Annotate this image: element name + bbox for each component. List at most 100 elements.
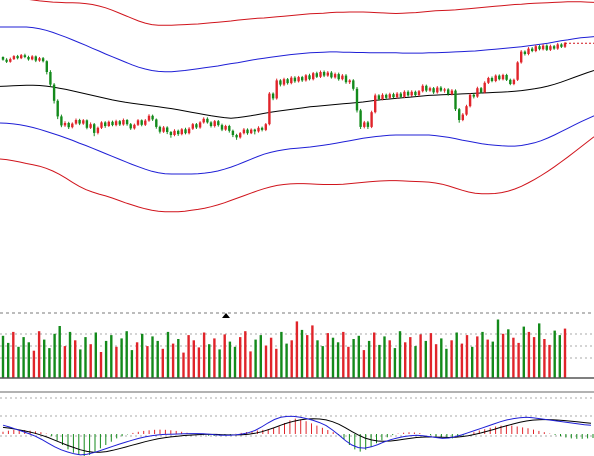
- candle-body: [136, 120, 140, 125]
- candle: [140, 119, 143, 127]
- candle-body: [312, 73, 315, 80]
- candle-body: [352, 80, 355, 89]
- volume-bar: [79, 349, 82, 378]
- scroll-up-arrow-icon[interactable]: [222, 313, 230, 318]
- candle-body: [322, 72, 326, 76]
- volume-bar: [68, 331, 72, 378]
- volume-bar: [342, 331, 345, 378]
- candle-body: [406, 91, 410, 96]
- volume-bar: [120, 338, 123, 378]
- candle: [516, 61, 519, 81]
- candle: [315, 71, 318, 78]
- candle-body: [541, 45, 545, 50]
- volume-bar: [27, 342, 30, 379]
- volume-bar: [110, 335, 113, 378]
- candle: [151, 114, 154, 121]
- candle: [93, 123, 96, 137]
- candle: [428, 86, 432, 92]
- candle-body: [177, 130, 180, 135]
- candle: [461, 113, 464, 122]
- candle-body: [337, 74, 340, 80]
- candle-body: [129, 124, 132, 129]
- candle-body: [173, 130, 176, 135]
- volume-bar: [197, 347, 201, 378]
- candle-body: [180, 129, 183, 135]
- volume-bar: [48, 348, 51, 378]
- volume-bar: [429, 333, 433, 378]
- candle: [257, 126, 260, 133]
- candle-body: [552, 46, 556, 49]
- volume-bar: [517, 342, 520, 378]
- candle: [560, 43, 563, 48]
- volume-bar: [63, 346, 67, 378]
- candle-body: [125, 120, 129, 125]
- volume-bar: [239, 337, 242, 378]
- candle: [239, 132, 242, 139]
- volume-bar: [146, 346, 149, 378]
- candle-body: [366, 122, 370, 127]
- candle: [96, 126, 100, 135]
- candle: [443, 87, 446, 93]
- candle-body: [52, 84, 56, 101]
- candle-body: [439, 87, 443, 91]
- volume-bar: [501, 333, 505, 378]
- candle-body: [355, 88, 359, 111]
- candle-body: [231, 130, 235, 135]
- volume-bar: [244, 331, 247, 378]
- volume-bar: [481, 331, 484, 378]
- candle: [242, 128, 246, 135]
- candle-body: [239, 133, 242, 138]
- candle-body: [187, 128, 191, 134]
- volume-bar: [202, 332, 206, 378]
- volume-bar: [311, 325, 314, 378]
- candle: [370, 110, 373, 129]
- candle-body: [213, 121, 216, 126]
- volume-bar: [424, 340, 427, 378]
- volume-bar: [290, 340, 293, 378]
- candle: [552, 45, 556, 50]
- volume-bar: [347, 346, 350, 378]
- moving-average-line: [0, 70, 594, 119]
- candle: [512, 78, 516, 86]
- volume-bar: [367, 340, 371, 378]
- volume-bar: [486, 339, 489, 378]
- volume-bar: [171, 343, 175, 378]
- candle: [41, 57, 45, 63]
- candle-body: [468, 94, 472, 107]
- candle: [359, 108, 362, 129]
- volume-bar: [7, 342, 10, 378]
- candle-body: [268, 93, 271, 125]
- candle-body: [385, 94, 388, 98]
- candle-body: [370, 112, 373, 127]
- candle-body: [78, 120, 81, 124]
- candle-body: [195, 124, 198, 128]
- volume-bar: [1, 335, 5, 379]
- volume-bar: [352, 339, 355, 378]
- candle: [308, 73, 311, 81]
- volume-bar: [177, 339, 180, 378]
- volume-bar: [331, 337, 335, 378]
- candle-body: [250, 129, 253, 134]
- candle: [104, 121, 107, 128]
- volume-bar: [398, 331, 402, 378]
- candle: [439, 86, 443, 92]
- candle-body: [545, 45, 548, 50]
- candle-body: [348, 80, 351, 83]
- volume-bar: [280, 331, 283, 378]
- candle: [312, 72, 315, 81]
- candle: [206, 117, 209, 124]
- volume-bar: [295, 321, 299, 378]
- candle-body: [344, 75, 348, 83]
- candle-body: [133, 124, 136, 129]
- candle-body: [414, 91, 417, 96]
- candle-body: [257, 127, 260, 132]
- candle-body: [74, 120, 78, 124]
- candle-body: [450, 90, 454, 95]
- volume-bar: [383, 336, 386, 378]
- candle: [85, 119, 89, 130]
- candle-body: [12, 56, 16, 60]
- volume-bar: [563, 328, 567, 378]
- candle: [235, 133, 238, 140]
- candle: [406, 90, 410, 97]
- candle-body: [147, 115, 151, 121]
